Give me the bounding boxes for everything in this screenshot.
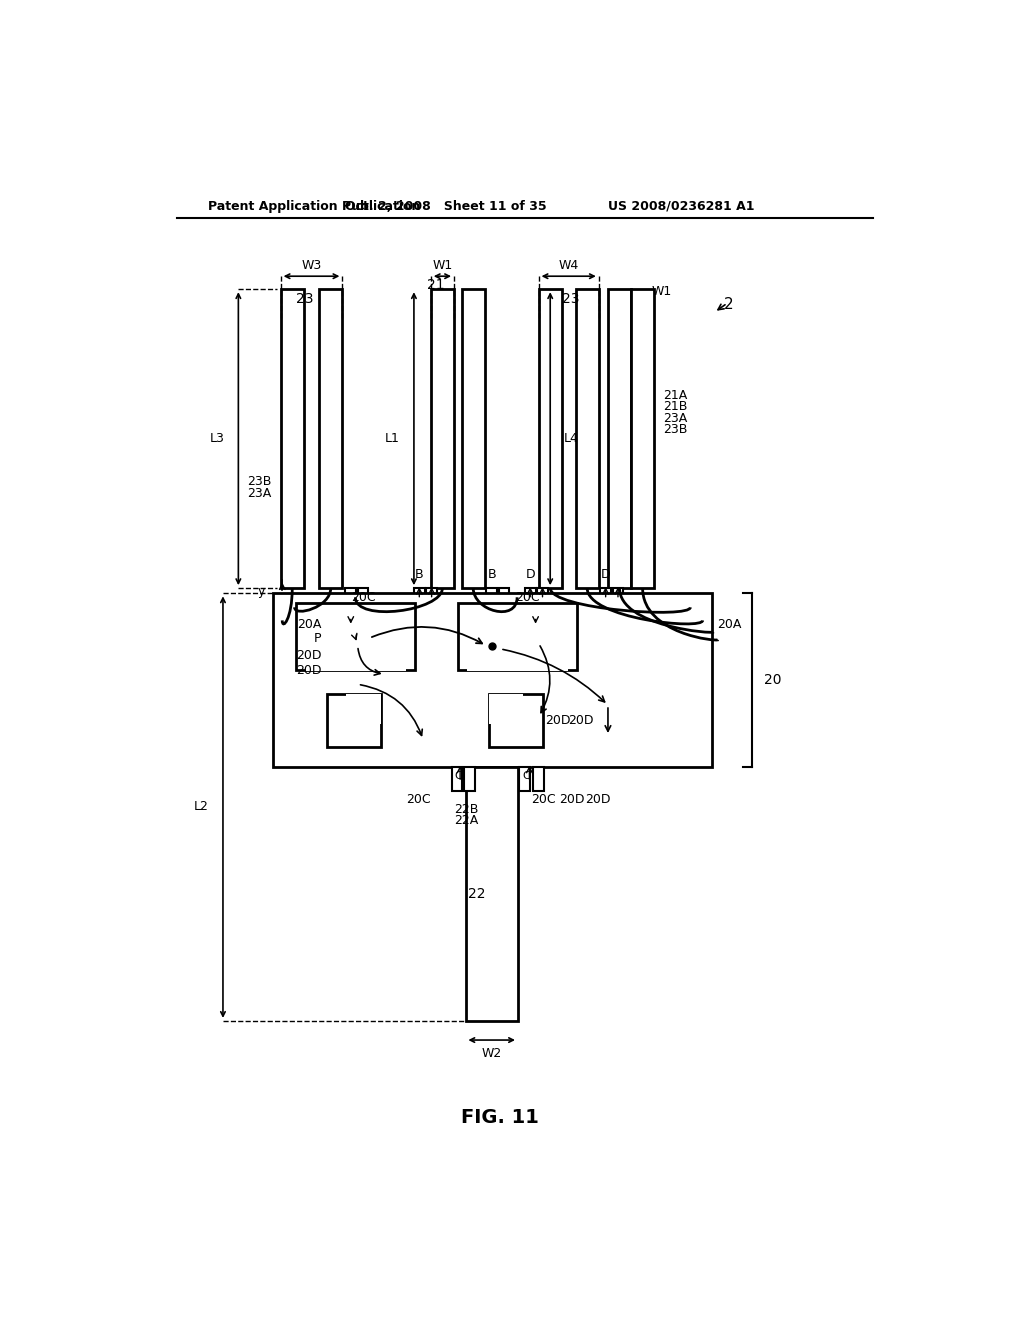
Bar	[499, 589, 509, 612]
Text: W3: W3	[301, 259, 322, 272]
Text: Oct. 2, 2008   Sheet 11 of 35: Oct. 2, 2008 Sheet 11 of 35	[345, 199, 547, 213]
Bar	[345, 589, 356, 612]
Bar	[524, 589, 536, 612]
Text: 20C: 20C	[407, 792, 431, 805]
Text: 20C: 20C	[515, 591, 541, 603]
Bar	[539, 289, 562, 589]
Text: US 2008/0236281 A1: US 2008/0236281 A1	[608, 199, 755, 213]
Text: 22: 22	[468, 887, 485, 900]
Text: 23: 23	[562, 292, 580, 305]
Text: 20D: 20D	[585, 792, 610, 805]
Bar	[346, 693, 381, 725]
Bar	[467, 638, 568, 671]
Bar	[575, 289, 599, 589]
Bar	[464, 767, 475, 792]
Text: 20D: 20D	[296, 648, 322, 661]
Bar	[462, 289, 484, 589]
Bar	[327, 693, 381, 747]
Text: 21B: 21B	[664, 400, 688, 413]
Text: 22A: 22A	[454, 814, 478, 828]
Text: 20C: 20C	[531, 792, 556, 805]
Bar	[519, 767, 530, 792]
Text: D: D	[601, 568, 610, 581]
Bar	[452, 767, 463, 792]
Bar	[631, 289, 654, 589]
Text: 20: 20	[764, 673, 781, 686]
Text: W4: W4	[558, 259, 579, 272]
Text: 23A: 23A	[664, 412, 688, 425]
Text: FIG. 11: FIG. 11	[461, 1107, 539, 1126]
Bar	[273, 594, 712, 767]
Bar	[281, 289, 304, 589]
Text: 2: 2	[724, 297, 733, 313]
Text: 20D: 20D	[545, 714, 570, 727]
Text: 21A: 21A	[664, 389, 688, 403]
Text: L4: L4	[564, 432, 579, 445]
Text: L1: L1	[385, 432, 400, 445]
Text: 23B: 23B	[248, 475, 272, 488]
Text: D: D	[525, 568, 535, 581]
Text: 20C: 20C	[351, 591, 376, 603]
Bar	[414, 589, 425, 612]
Text: 20A: 20A	[297, 618, 322, 631]
Text: 20D: 20D	[296, 664, 322, 677]
Text: B: B	[415, 568, 424, 581]
Text: W2: W2	[481, 1047, 502, 1060]
Bar	[608, 289, 631, 589]
Text: Patent Application Publication: Patent Application Publication	[208, 199, 420, 213]
Bar	[488, 693, 523, 725]
Bar	[600, 589, 611, 612]
Bar	[486, 589, 497, 612]
Bar	[426, 589, 437, 612]
Bar	[319, 289, 342, 589]
Text: W1: W1	[651, 285, 672, 298]
Text: L2: L2	[195, 800, 209, 813]
Text: 20A: 20A	[717, 618, 741, 631]
Bar	[488, 693, 543, 747]
Bar	[305, 638, 407, 671]
Text: y: y	[258, 585, 265, 598]
Text: C: C	[455, 771, 463, 781]
Bar	[296, 603, 416, 671]
Text: C: C	[522, 771, 530, 781]
Bar	[466, 767, 518, 1020]
Text: B: B	[487, 568, 496, 581]
Text: 23A: 23A	[248, 487, 271, 500]
Text: 21: 21	[427, 279, 444, 293]
Text: 20D: 20D	[559, 792, 584, 805]
Text: L3: L3	[210, 432, 224, 445]
Bar	[534, 767, 544, 792]
Text: 22B: 22B	[454, 803, 478, 816]
Bar	[431, 289, 454, 589]
Bar	[357, 589, 369, 612]
Text: 23: 23	[296, 292, 313, 305]
Bar	[458, 603, 578, 671]
Bar	[538, 589, 548, 612]
Text: 23B: 23B	[664, 422, 688, 436]
Text: W1: W1	[432, 259, 453, 272]
Bar	[612, 589, 624, 612]
Text: 20D: 20D	[568, 714, 594, 727]
Text: P: P	[314, 631, 322, 644]
